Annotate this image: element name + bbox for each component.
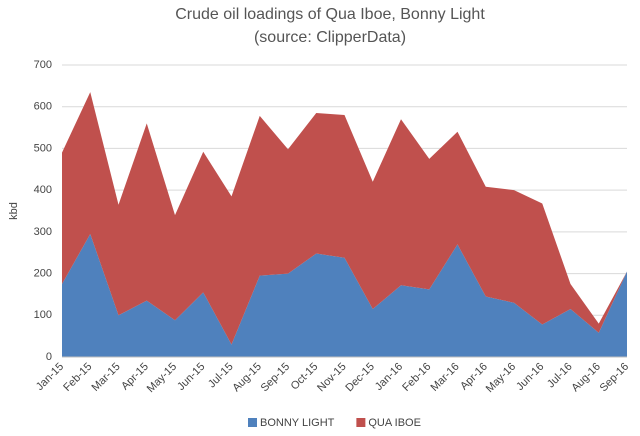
legend-label: BONNY LIGHT [260, 417, 335, 429]
y-tick-label: 600 [34, 101, 52, 113]
x-tick-label: Nov-15 [315, 361, 349, 395]
x-tick-label: Feb-15 [61, 361, 94, 394]
x-tick-label: Jun-16 [514, 361, 546, 393]
x-tick-label: Jan-15 [34, 361, 66, 393]
x-tick-label: Dec-15 [343, 361, 377, 395]
legend-label: QUA IBOE [368, 417, 421, 429]
y-tick-label: 500 [34, 142, 52, 154]
legend-swatch [248, 418, 257, 427]
x-tick-label: Jun-15 [175, 361, 207, 393]
chart-subtitle: (source: ClipperData) [254, 29, 406, 46]
area [62, 233, 627, 357]
area [62, 92, 627, 345]
y-tick-label: 300 [34, 226, 52, 238]
x-tick-label: Aug-16 [569, 361, 603, 395]
x-tick-label: Mar-16 [429, 361, 462, 394]
x-tick-label: Feb-16 [400, 361, 433, 394]
y-tick-label: 700 [34, 59, 52, 71]
x-tick-label: Jan-16 [373, 361, 405, 393]
x-tick-label: Aug-15 [230, 361, 264, 395]
x-tick-label: May-16 [484, 361, 518, 395]
x-tick-label: Mar-15 [90, 361, 123, 394]
chart-title: Crude oil loadings of Qua Iboe, Bonny Li… [175, 6, 485, 23]
x-tick-label: Sep-15 [259, 361, 293, 395]
x-tick-label: Oct-15 [289, 361, 321, 393]
y-axis-label: kbd [8, 202, 20, 220]
y-tick-label: 400 [34, 184, 52, 196]
y-tick-label: 100 [34, 309, 52, 321]
x-tick-label: May-15 [145, 361, 179, 395]
x-tick-label: Sep-16 [598, 361, 632, 395]
y-tick-label: 0 [46, 351, 52, 363]
y-tick-label: 200 [34, 267, 52, 279]
legend-swatch [356, 418, 366, 427]
